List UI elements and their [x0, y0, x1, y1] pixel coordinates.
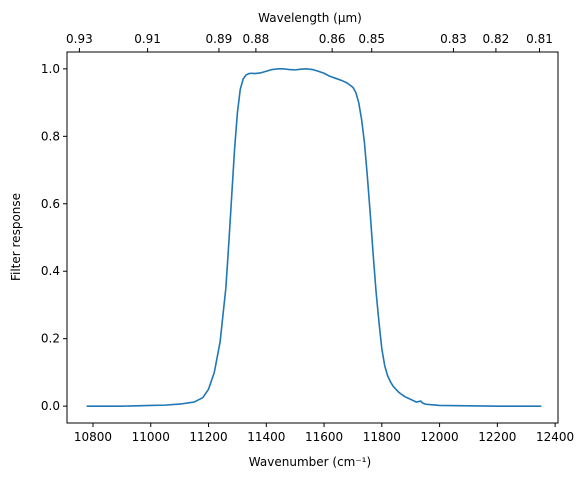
top-tick-label: 0.86	[319, 32, 346, 46]
y-tick-label: 1.0	[41, 62, 60, 76]
top-axis-ticks: 0.93 0.91 0.89 0.88 0.86 0.85 0.83 0.82 0.81	[66, 32, 553, 52]
series-line-0	[86, 68, 542, 407]
x-tick-label: 12400	[536, 430, 574, 444]
y-tick-label: 0.6	[41, 197, 60, 211]
y-axis-label: Filter response	[9, 193, 23, 281]
top-tick-label: 0.93	[66, 32, 93, 46]
x-tick-label: 12000	[420, 430, 458, 444]
top-tick-label: 0.85	[358, 32, 385, 46]
y-tick-label: 0.0	[41, 399, 60, 413]
y-tick-label: 0.2	[41, 332, 60, 346]
plot-frame	[66, 51, 559, 424]
top-tick-label: 0.89	[206, 32, 233, 46]
top-tick-label: 0.82	[483, 32, 510, 46]
series-layer	[86, 68, 542, 407]
top-tick-label: 0.83	[440, 32, 467, 46]
x-tick-label: 11000	[132, 430, 170, 444]
top-tick-label: 0.81	[526, 32, 553, 46]
x-axis-label: Wavenumber (cm⁻¹)	[249, 455, 371, 469]
top-tick-label: 0.91	[134, 32, 161, 46]
x-tick-label: 11600	[305, 430, 343, 444]
x-tick-label: 11400	[247, 430, 285, 444]
y-tick-label: 0.4	[41, 264, 60, 278]
plot-area	[67, 52, 558, 423]
top-tick-label: 0.88	[243, 32, 270, 46]
y-axis-ticks: 0.0 0.2 0.4 0.6 0.8 1.0	[41, 62, 67, 413]
x-tick-label: 11800	[363, 430, 401, 444]
x-tick-label: 12200	[478, 430, 516, 444]
x-tick-label: 11200	[189, 430, 227, 444]
x-axis-ticks: 10800 11000 11200 11400 11600 11800 12000 12200…	[74, 423, 574, 444]
y-tick-label: 0.8	[41, 129, 60, 143]
top-axis-label: Wavelength (μm)	[258, 11, 362, 25]
x-tick-label: 10800	[74, 430, 112, 444]
